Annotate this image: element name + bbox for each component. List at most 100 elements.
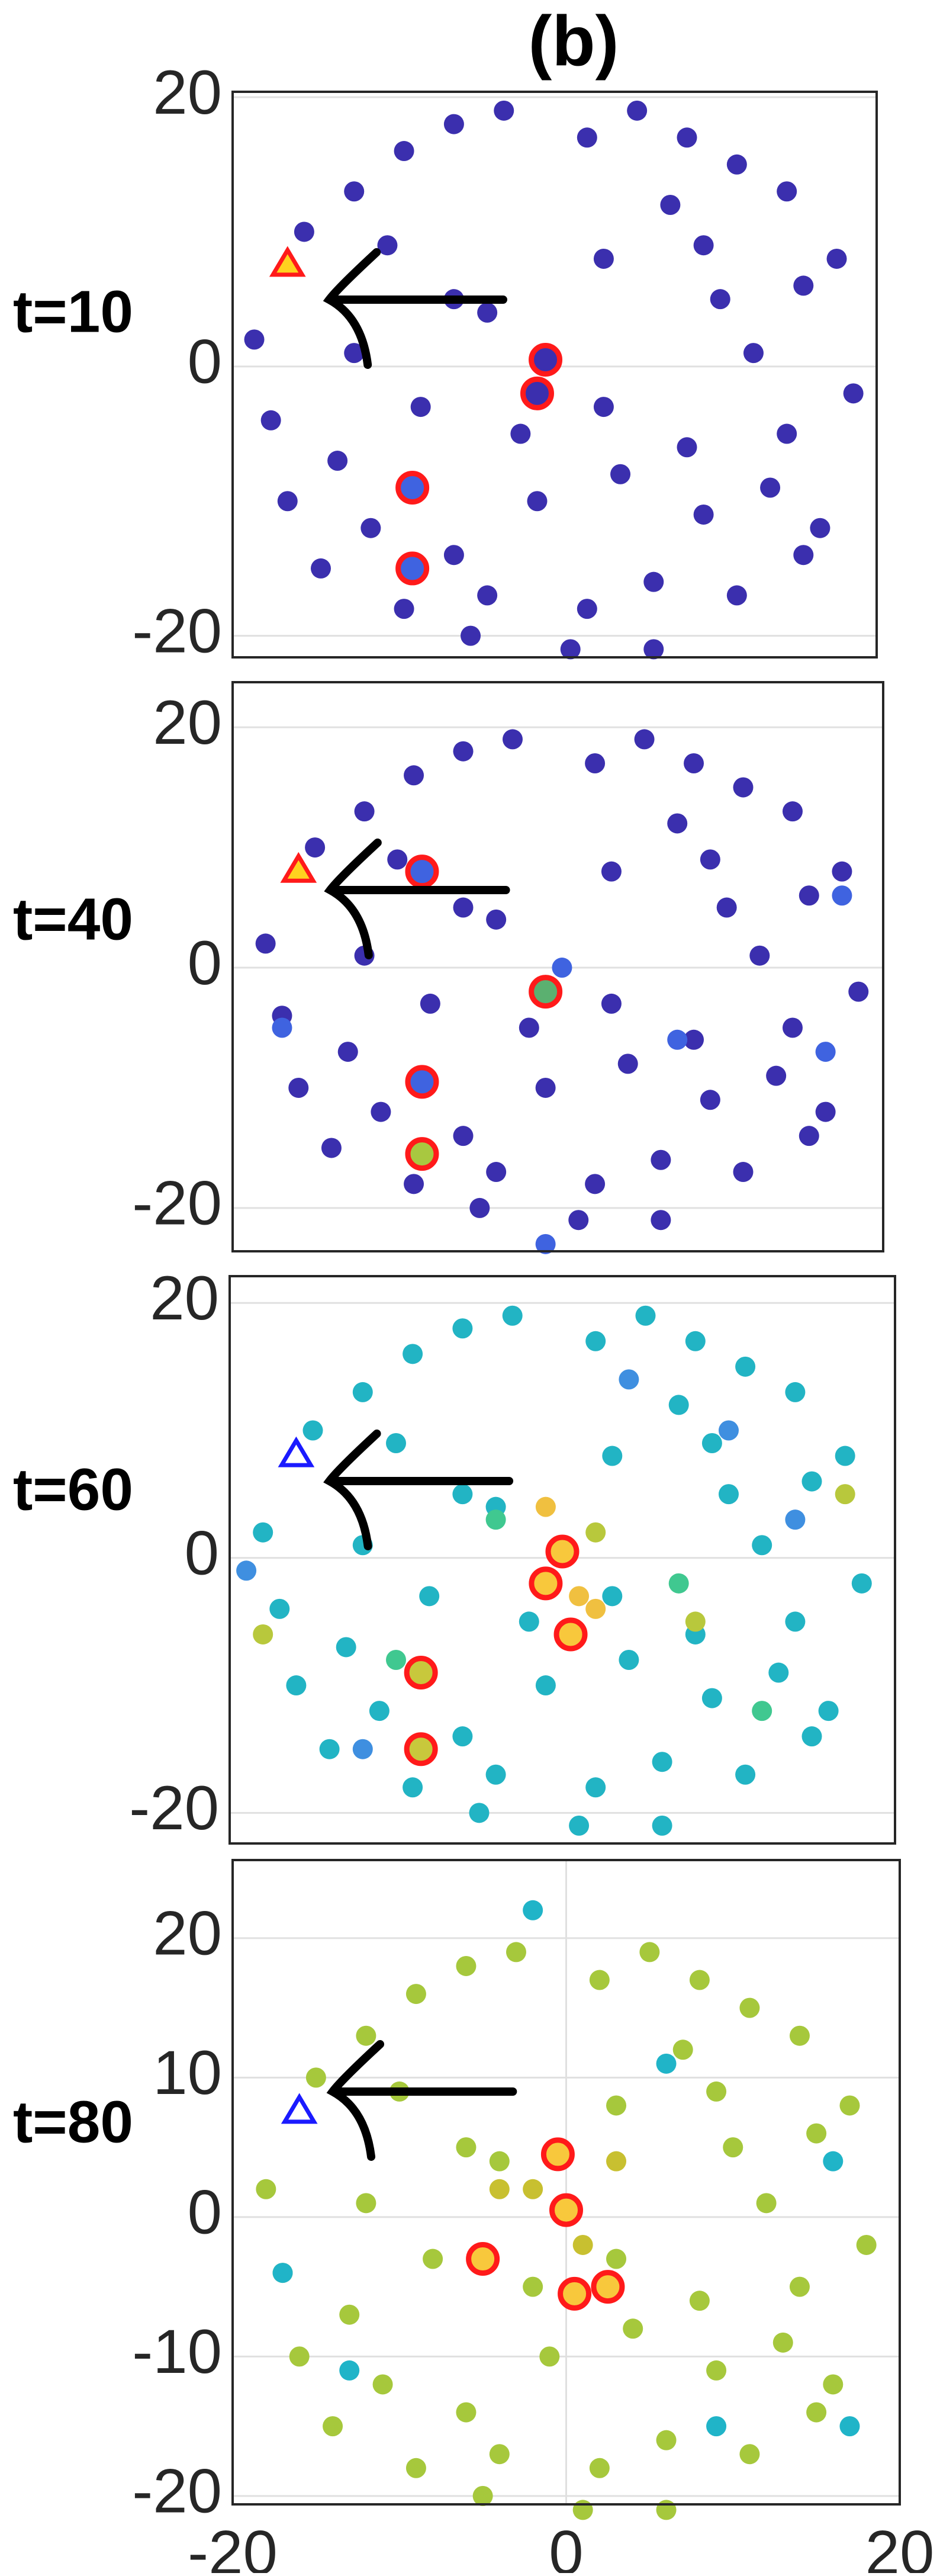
point bbox=[639, 1942, 660, 1962]
point bbox=[519, 1611, 539, 1632]
point bbox=[456, 2137, 477, 2158]
point bbox=[799, 885, 819, 906]
point bbox=[477, 302, 498, 323]
y-tick-label: 0 bbox=[185, 1519, 219, 1588]
point bbox=[672, 2039, 693, 2060]
point bbox=[716, 897, 737, 918]
point bbox=[535, 1234, 556, 1254]
highlight-point bbox=[529, 342, 563, 377]
point bbox=[577, 599, 597, 619]
point bbox=[452, 1726, 473, 1747]
point bbox=[700, 849, 720, 870]
point bbox=[689, 1970, 710, 1990]
point bbox=[685, 1331, 706, 1351]
point bbox=[535, 1077, 556, 1098]
point bbox=[601, 993, 622, 1014]
axes-box bbox=[231, 681, 884, 1252]
point bbox=[585, 1522, 606, 1543]
point bbox=[404, 1174, 424, 1194]
point bbox=[801, 1726, 822, 1747]
point bbox=[506, 1942, 526, 1962]
y-tick-label: 20 bbox=[150, 1264, 219, 1333]
point bbox=[793, 545, 814, 566]
point bbox=[806, 2123, 827, 2144]
point bbox=[593, 397, 614, 417]
point bbox=[569, 1586, 590, 1607]
point bbox=[701, 1688, 722, 1708]
point bbox=[602, 1446, 623, 1466]
point bbox=[288, 1077, 309, 1098]
plot-area bbox=[233, 92, 877, 657]
point bbox=[689, 2291, 710, 2311]
point bbox=[677, 437, 697, 458]
point bbox=[735, 1764, 756, 1785]
point bbox=[656, 2053, 677, 2074]
y-tick-label: -20 bbox=[132, 2457, 222, 2526]
point bbox=[344, 181, 365, 202]
highlight-point bbox=[553, 1617, 588, 1652]
point bbox=[420, 993, 440, 1014]
point bbox=[453, 1126, 474, 1146]
point bbox=[404, 765, 424, 786]
highlight-point bbox=[549, 2193, 583, 2227]
point bbox=[710, 289, 730, 310]
x-tick-label: 0 bbox=[549, 2519, 583, 2573]
point bbox=[851, 1573, 872, 1594]
point bbox=[253, 1522, 273, 1543]
point bbox=[589, 1970, 610, 1990]
point bbox=[419, 1586, 440, 1607]
point bbox=[777, 181, 797, 202]
point bbox=[856, 2234, 877, 2255]
point bbox=[568, 1210, 589, 1231]
point bbox=[726, 585, 747, 606]
point bbox=[255, 933, 276, 954]
point bbox=[305, 2067, 326, 2088]
point bbox=[601, 861, 622, 882]
point bbox=[372, 2374, 393, 2395]
point bbox=[410, 397, 431, 417]
point bbox=[815, 1101, 836, 1122]
point bbox=[327, 451, 348, 471]
triangle-point bbox=[280, 852, 317, 883]
point bbox=[289, 2346, 310, 2367]
point bbox=[502, 729, 523, 750]
point bbox=[823, 2151, 844, 2172]
point bbox=[826, 248, 847, 269]
highlight-point bbox=[591, 2270, 625, 2304]
point bbox=[643, 571, 664, 592]
point bbox=[777, 423, 797, 444]
point bbox=[572, 2234, 593, 2255]
point bbox=[719, 1420, 739, 1441]
point bbox=[760, 477, 781, 498]
point bbox=[377, 235, 398, 256]
point bbox=[272, 1017, 292, 1038]
point bbox=[305, 837, 326, 858]
point bbox=[311, 558, 331, 579]
point bbox=[623, 2318, 643, 2339]
point bbox=[749, 945, 770, 966]
point bbox=[286, 1675, 307, 1696]
point bbox=[660, 195, 681, 215]
point bbox=[456, 1955, 477, 1976]
point bbox=[403, 1777, 423, 1798]
point bbox=[394, 141, 414, 162]
point bbox=[302, 1420, 323, 1441]
panel-label: t=80 bbox=[13, 2089, 133, 2155]
y-tick-label: -20 bbox=[132, 1169, 222, 1238]
point bbox=[839, 2095, 860, 2116]
point bbox=[806, 2402, 827, 2423]
point bbox=[785, 1382, 806, 1402]
panel-label: t=10 bbox=[13, 278, 133, 345]
point bbox=[602, 1586, 623, 1607]
highlight-point bbox=[395, 471, 430, 505]
point bbox=[523, 2276, 543, 2297]
point bbox=[706, 2360, 727, 2381]
point bbox=[668, 1573, 689, 1594]
y-tick-label: 0 bbox=[188, 2178, 222, 2247]
x-tick-label: -20 bbox=[188, 2519, 278, 2573]
point bbox=[453, 897, 474, 918]
highlight-point bbox=[540, 2137, 575, 2172]
point bbox=[619, 1649, 639, 1670]
y-tick-label: 0 bbox=[188, 929, 222, 998]
point bbox=[535, 1675, 556, 1696]
